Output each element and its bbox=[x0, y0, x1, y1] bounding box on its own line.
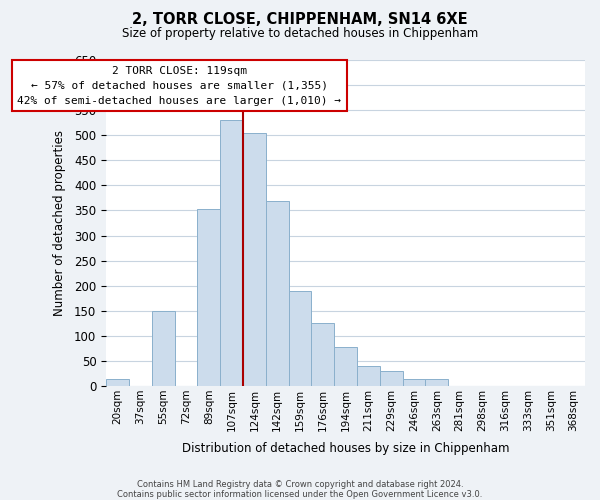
Text: Contains HM Land Registry data © Crown copyright and database right 2024.: Contains HM Land Registry data © Crown c… bbox=[137, 480, 463, 489]
Bar bbox=[197, 209, 220, 386]
Bar bbox=[403, 379, 425, 386]
Text: 2, TORR CLOSE, CHIPPENHAM, SN14 6XE: 2, TORR CLOSE, CHIPPENHAM, SN14 6XE bbox=[132, 12, 468, 28]
Bar bbox=[152, 311, 175, 386]
Text: 2 TORR CLOSE: 119sqm
← 57% of detached houses are smaller (1,355)
42% of semi-de: 2 TORR CLOSE: 119sqm ← 57% of detached h… bbox=[17, 66, 341, 106]
Bar bbox=[289, 291, 311, 386]
Bar bbox=[380, 372, 403, 386]
Y-axis label: Number of detached properties: Number of detached properties bbox=[53, 130, 66, 316]
Bar bbox=[243, 132, 266, 386]
Bar bbox=[106, 380, 129, 386]
Bar bbox=[334, 347, 357, 386]
Bar bbox=[266, 201, 289, 386]
X-axis label: Distribution of detached houses by size in Chippenham: Distribution of detached houses by size … bbox=[182, 442, 509, 455]
Bar bbox=[425, 380, 448, 386]
Bar bbox=[357, 366, 380, 386]
Text: Contains public sector information licensed under the Open Government Licence v3: Contains public sector information licen… bbox=[118, 490, 482, 499]
Bar bbox=[311, 324, 334, 386]
Bar bbox=[220, 120, 243, 386]
Text: Size of property relative to detached houses in Chippenham: Size of property relative to detached ho… bbox=[122, 28, 478, 40]
